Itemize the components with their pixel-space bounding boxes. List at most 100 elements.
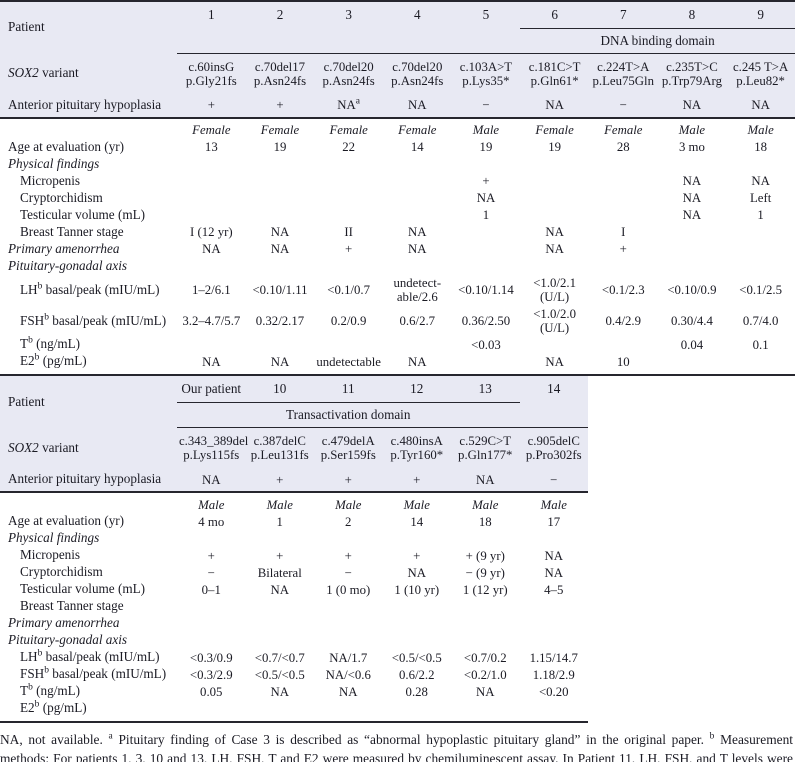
table-row: Breast Tanner stage (0, 598, 588, 615)
row-label: Primary amenorrhea (8, 241, 120, 257)
aph-row-label: Anterior pituitary hypoplasia (0, 94, 177, 119)
data-cell: NA (270, 684, 289, 699)
data-cell: 0.32/2.17 (255, 313, 305, 328)
data-cell: 1.15/14.7 (529, 650, 578, 665)
table-row: Micropenis + NA NA (0, 173, 795, 190)
data-cell: 13 (204, 140, 218, 155)
sox2-variant-cell: c.70del20 p.Asn24fs (314, 53, 383, 94)
data-cell (314, 598, 383, 615)
patient-number-cell: Our patient (177, 376, 246, 404)
data-cell: 10 (616, 354, 630, 369)
data-cell: NA (545, 225, 564, 240)
row-label: LHb basal/peak (mIU/mL) (20, 649, 160, 665)
sox2-variant-cell: c.343_389del p.Lys115fs (177, 427, 248, 469)
aph-cell: + (245, 94, 315, 119)
data-cell: Bilateral (257, 565, 302, 580)
data-cell: Male (472, 497, 499, 512)
patient-number-cell: 12 (382, 376, 451, 404)
data-cell: 1 (10 yr) (394, 582, 440, 597)
data-cell: 4–5 (544, 582, 564, 597)
data-cell (177, 190, 246, 207)
patients-10-14-table: Patient Our patient 10 11 12 13 14 Transactivat… (0, 376, 588, 724)
row-label: Pituitary-gonadal axis (8, 258, 128, 274)
patient-number-cell: 8 (657, 1, 727, 29)
table-row: Primary amenorrhea (0, 615, 588, 632)
table-row: Tb (ng/mL) 0.05 NA NA 0.28 NA <0.20 (0, 683, 588, 700)
data-cell (383, 615, 452, 632)
data-cell (246, 173, 315, 190)
data-cell: + (413, 548, 421, 563)
sox2-variant-cell: c.235T>C p.Trp79Arg (657, 53, 727, 94)
data-cell (726, 353, 795, 375)
data-cell: I (621, 225, 626, 240)
patient-number-cell: 10 (245, 376, 314, 404)
data-cell: 22 (342, 140, 356, 155)
row-label: Cryptorchidism (20, 190, 103, 206)
table-row: Cryptorchidism NA NA Left (0, 190, 795, 207)
table-row: Age at evaluation (yr) 13 19 22 14 19 19 28 3 mo… (0, 139, 795, 156)
data-cell (589, 336, 658, 353)
data-cell: Male (747, 123, 774, 138)
data-cell: + (207, 548, 215, 563)
aph-cell: + (245, 468, 314, 494)
data-cell (177, 336, 246, 353)
data-cell: NA (339, 684, 358, 699)
table-row: Breast Tanner stage I (12 yr) NA II NA NA I (0, 224, 795, 241)
data-cell (177, 598, 246, 615)
data-cell (177, 615, 246, 632)
data-cell: 0–1 (201, 582, 221, 597)
data-cell: 0.6/2.7 (399, 313, 436, 328)
data-cell (314, 207, 383, 224)
domain-label: DNA binding domain (600, 32, 715, 48)
data-cell (383, 173, 452, 190)
row-label (0, 492, 177, 513)
data-cell (314, 190, 383, 207)
data-cell: Female (260, 123, 300, 138)
data-cell: 1 (757, 208, 764, 223)
sox2-variant-cell: c.905delC p.Pro302fs (519, 427, 588, 469)
table-row: FSHb basal/peak (mIU/mL) 3.2–4.7/5.7 0.32/… (0, 306, 795, 337)
data-cell (520, 336, 589, 353)
data-cell: 18 (478, 514, 492, 529)
data-cell (726, 241, 795, 258)
data-cell (314, 173, 383, 190)
data-cell: NA (544, 565, 563, 580)
data-cell: Female (329, 123, 368, 138)
data-cell: <0.20 (538, 684, 569, 699)
table-row: E2b (pg/mL) (0, 700, 588, 722)
data-cell (520, 207, 589, 224)
data-cell (383, 598, 452, 615)
sox2-variant-row-label: SOX2 variant (8, 439, 79, 455)
data-cell: NA/<0.6 (325, 667, 371, 682)
data-cell: 14 (410, 140, 424, 155)
data-cell: − (9 yr) (465, 565, 505, 580)
patient-number-cell: 7 (588, 1, 658, 29)
data-cell: Female (398, 123, 437, 138)
data-cell: 0.28 (405, 684, 428, 699)
data-cell: <0.5/<0.5 (254, 667, 305, 682)
patient-number-cell: 6 (520, 1, 589, 29)
row-label: Testicular volume (mL) (20, 581, 146, 597)
row-label: Pituitary-gonadal axis (8, 632, 128, 648)
table-row: LHb basal/peak (mIU/mL) 1–2/6.1 <0.10/1.11… (0, 275, 795, 306)
row-label: Tb (ng/mL) (20, 683, 81, 699)
sox2-variant-cell: c.60insG p.Gly21fs (177, 53, 246, 94)
data-cell (246, 598, 315, 615)
data-cell: <0.3/0.9 (189, 650, 233, 665)
data-cell: <1.0/2.0 (U/L) (533, 306, 576, 335)
data-cell: 2 (345, 514, 352, 529)
data-cell: NA (270, 225, 290, 240)
table-row: Primary amenorrhea NA NA + NA NA + (0, 241, 795, 258)
data-cell (383, 190, 452, 207)
row-label: FSHb basal/peak (mIU/mL) (20, 312, 167, 328)
data-cell (589, 190, 658, 207)
data-cell (520, 615, 589, 632)
data-cell: + (276, 548, 284, 563)
data-cell: NA (682, 208, 702, 223)
data-cell: <0.10/1.11 (252, 283, 308, 298)
data-cell (383, 700, 452, 722)
data-cell: 3 mo (678, 140, 705, 155)
data-cell: − (207, 565, 215, 580)
data-cell: <0.1/0.7 (327, 283, 371, 298)
data-cell: <0.1/2.3 (601, 283, 645, 298)
